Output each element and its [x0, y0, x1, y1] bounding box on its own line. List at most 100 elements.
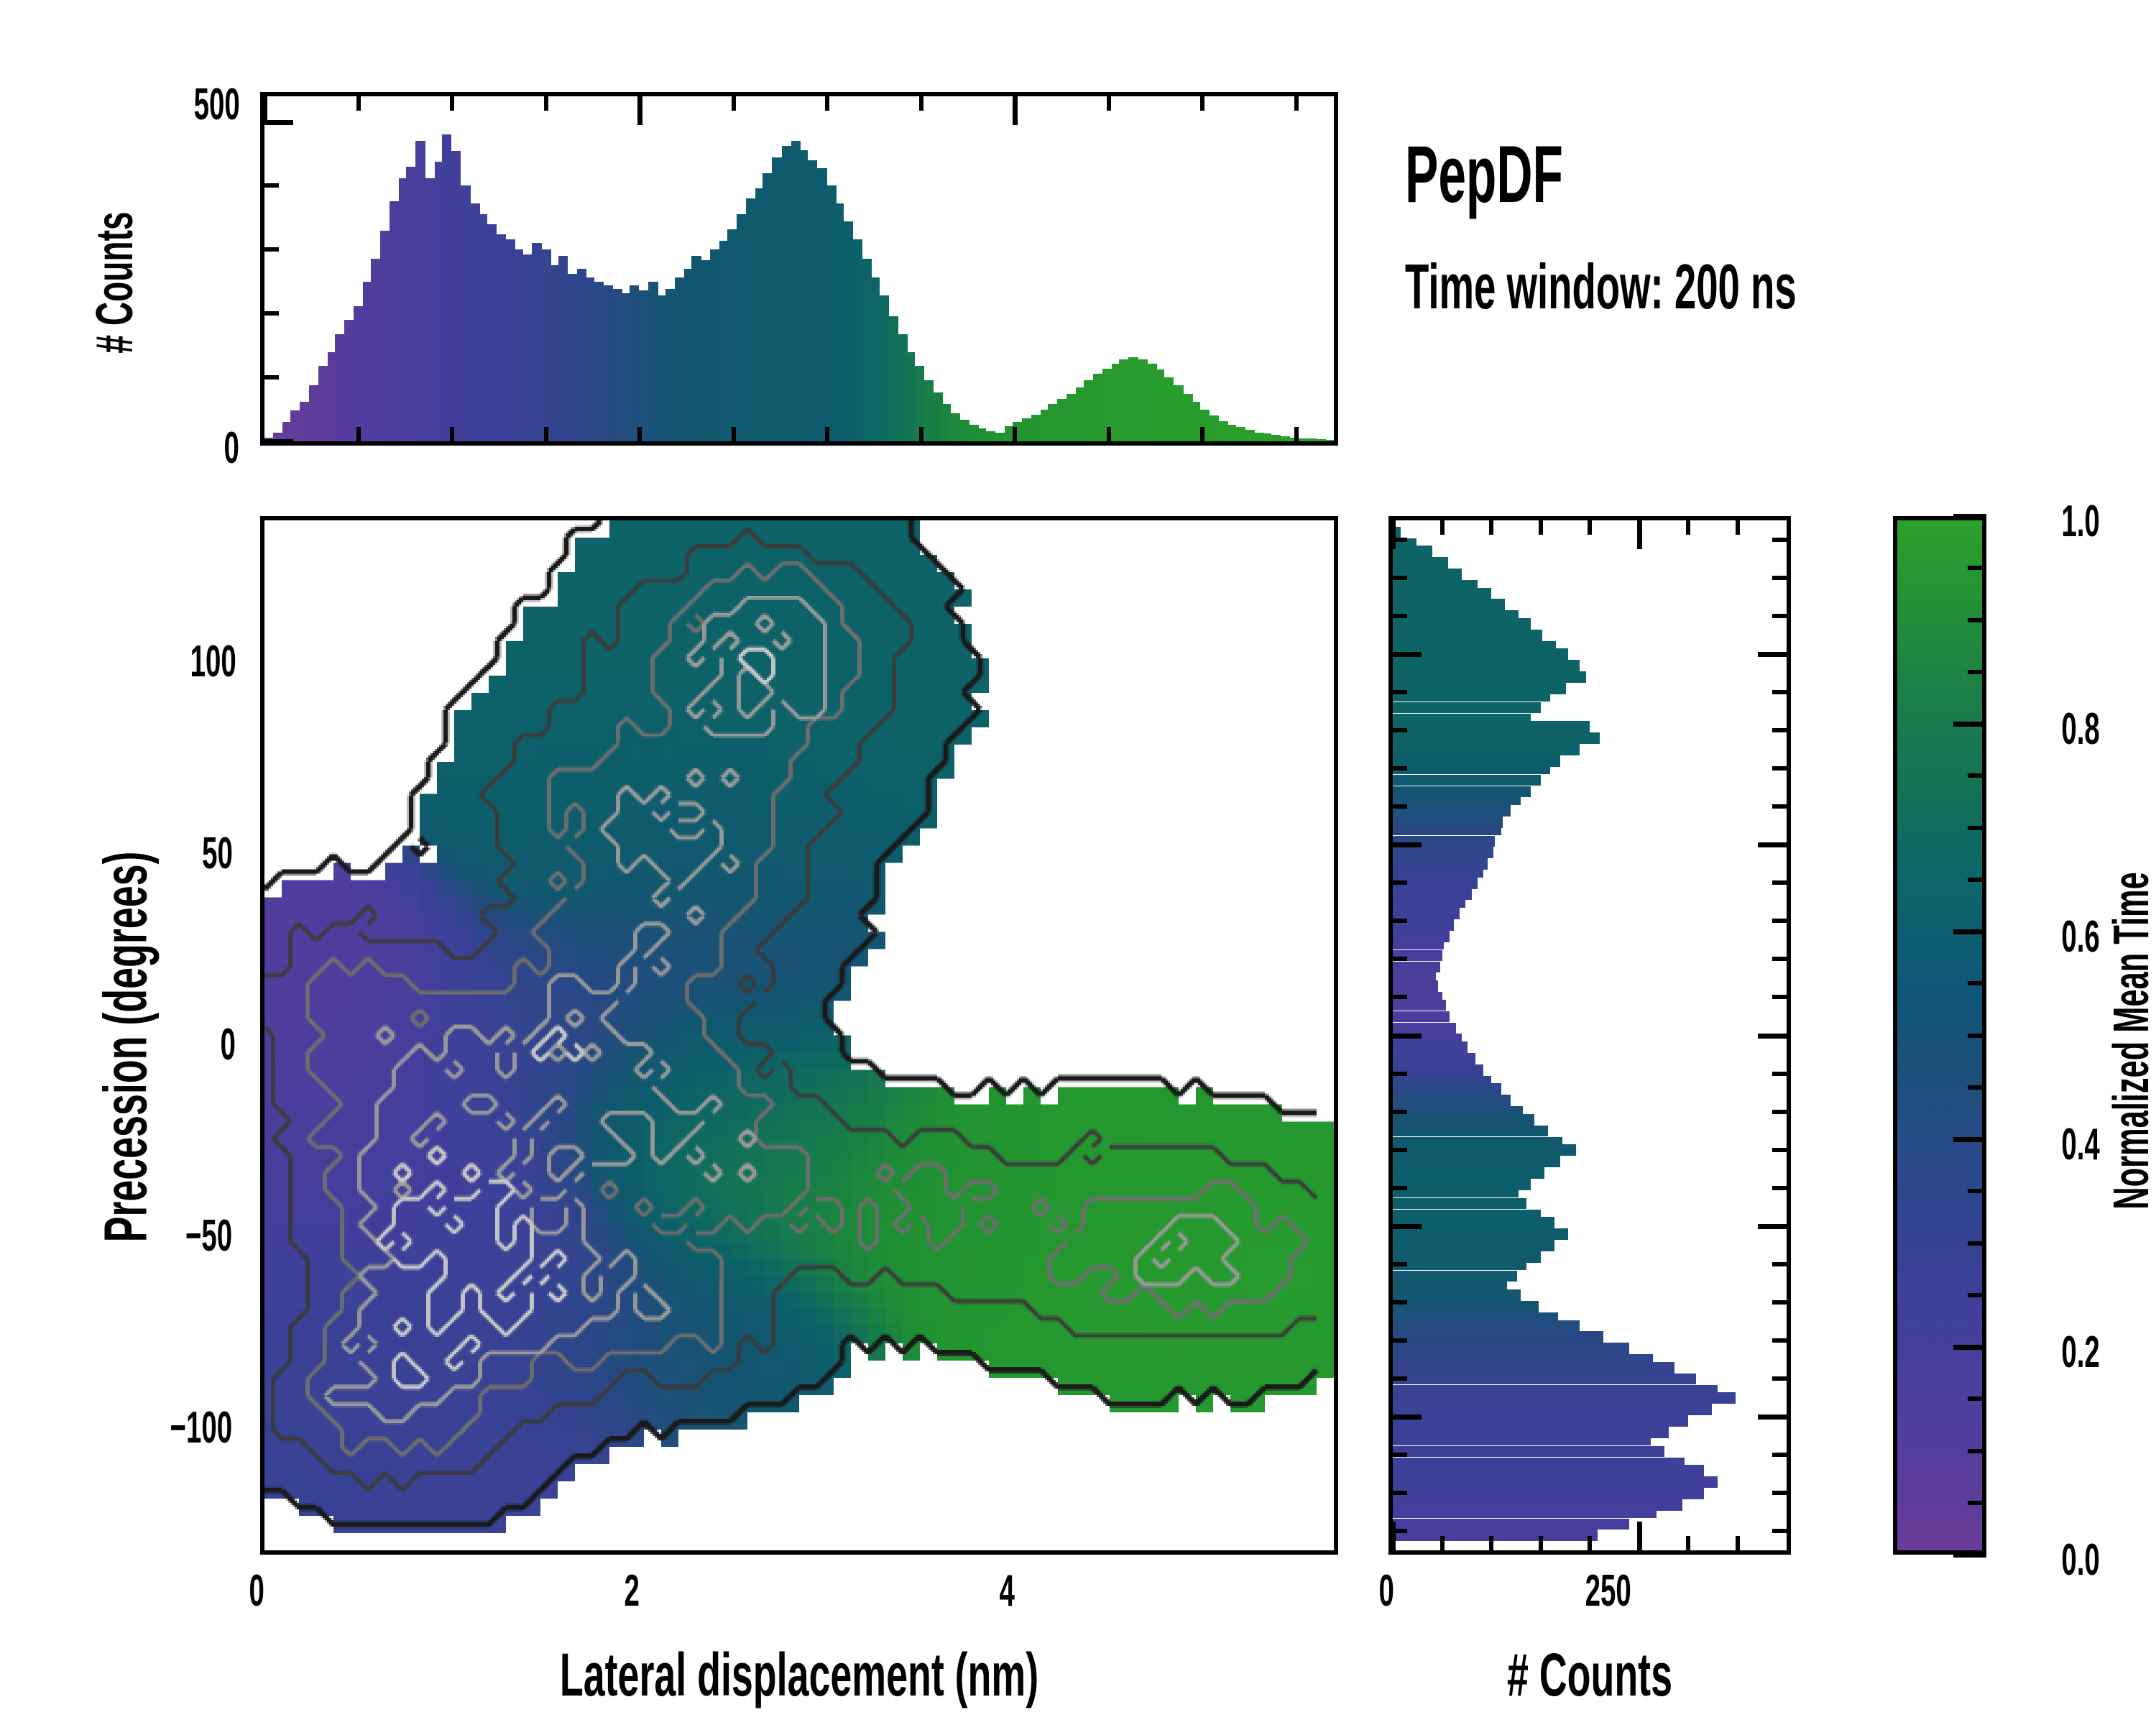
right-hist-ytick-r: [1758, 651, 1791, 657]
top-histogram-bar: [843, 221, 854, 441]
top-histogram-bar: [1031, 414, 1041, 441]
ytick-0: 0: [220, 1020, 236, 1070]
right-histogram-bar: [1393, 744, 1580, 755]
right-hist-ytick: [1388, 1376, 1407, 1381]
top-histogram-bar: [1057, 399, 1067, 441]
right-hist-ytick: [1388, 1109, 1407, 1114]
top-histogram-bar: [791, 141, 801, 441]
top-histogram-bar: [1190, 401, 1200, 441]
top-histogram-bar: [1083, 380, 1094, 441]
right-histogram-bar: [1393, 847, 1493, 859]
right-hist-ytick-r: [1772, 1109, 1791, 1114]
right-histogram-bar: [1393, 1465, 1704, 1476]
right-histogram-bar: [1393, 690, 1551, 702]
right-histogram-bar: [1393, 1289, 1521, 1301]
right-hist-ytick: [1388, 1529, 1407, 1534]
top-histogram-bar: [1226, 424, 1236, 441]
top-histogram-bar: [755, 188, 765, 441]
top-histogram-bar: [1021, 418, 1032, 441]
right-hist-ytick: [1388, 1453, 1407, 1458]
right-hist-ytick: [1388, 689, 1407, 694]
right-histogram-bar: [1393, 1301, 1539, 1312]
right-histogram-bar: [1393, 1113, 1535, 1126]
top-histogram-bar: [914, 366, 925, 441]
top-histogram-bar: [665, 289, 676, 441]
right-histogram-bar: [1393, 877, 1478, 889]
colorbar-label: Normalized Mean Time: [2103, 872, 2156, 1210]
right-hist-ytick-r: [1772, 1453, 1791, 1458]
top-histogram-bar: [950, 413, 960, 441]
right-histogram-bar: [1393, 805, 1511, 816]
right-hist-xtick-minor: [1538, 1536, 1543, 1555]
top-histogram-bar: [941, 404, 951, 441]
top-histogram-bar: [344, 320, 354, 441]
top-histogram-bar: [879, 295, 889, 441]
right-histogram-bar: [1393, 732, 1600, 744]
colorbar-tick-minor: [1968, 877, 1986, 882]
ytick-neg100: −100: [170, 1403, 233, 1453]
right-hist-ytick: [1388, 613, 1407, 618]
cbar-tick-0-4: 0.4: [2061, 1120, 2100, 1169]
top-histogram-bar: [727, 229, 737, 441]
top-hist-ytick-major: [260, 119, 293, 125]
top-histogram-bar: [1164, 377, 1174, 441]
right-hist-ytick-r: [1772, 1185, 1791, 1190]
right-hist-xtick-minor: [1489, 1536, 1493, 1555]
top-histogram-bar: [558, 256, 568, 441]
top-histogram-bar: [905, 351, 916, 441]
right-histogram-bar: [1393, 1343, 1629, 1354]
top-histogram-bar: [487, 224, 497, 441]
ytick-50: 50: [202, 829, 233, 878]
top-hist-xtick-major: [637, 92, 643, 125]
top-histogram-bar: [763, 172, 773, 441]
top-histogram-bar: [736, 213, 747, 441]
top-hist-xtick-bottom: [918, 427, 923, 446]
top-histogram-bar: [898, 334, 908, 441]
top-histogram-bar: [1128, 356, 1138, 441]
right-histogram-bar: [1393, 1011, 1450, 1023]
xtick-4: 4: [999, 1566, 1015, 1616]
right-hist-ytick: [1388, 842, 1422, 848]
right-histogram-bar: [1393, 1186, 1519, 1198]
right-histogram-bar: [1393, 1434, 1651, 1446]
right-histogram-bar: [1393, 546, 1432, 557]
right-hist-xtick-top-minor: [1686, 516, 1690, 535]
top-hist-ytick-500: 500: [193, 80, 240, 129]
top-histogram-bar: [620, 293, 630, 441]
right-hist-ytick-r: [1772, 804, 1791, 809]
right-hist-ytick-r: [1772, 1529, 1791, 1534]
top-histogram-bar: [363, 281, 373, 441]
top-histogram-bar: [290, 410, 300, 441]
ytick-100: 100: [190, 637, 236, 686]
top-histogram-bar: [505, 239, 516, 441]
right-hist-xtick-top: [1391, 516, 1396, 549]
right-hist-ytick: [1388, 1185, 1407, 1190]
right-hist-xtick-top: [1636, 516, 1642, 549]
colorbar-tick-minor: [1968, 617, 1986, 622]
right-histogram-bar: [1393, 617, 1531, 630]
top-histogram-bar: [398, 178, 409, 441]
cbar-tick-0-2: 0.2: [2061, 1328, 2100, 1377]
top-hist-xtick-major: [1013, 92, 1018, 125]
top-hist-xtick-bottom: [1294, 427, 1299, 446]
top-histogram-bar: [567, 274, 578, 441]
right-hist-ytick-r: [1772, 1300, 1791, 1305]
top-histogram-bar: [1325, 440, 1334, 441]
top-histogram-bar: [630, 285, 640, 441]
top-histogram-bar: [648, 281, 658, 441]
right-hist-xtick-minor: [1735, 1536, 1740, 1555]
right-histogram-bar: [1393, 865, 1484, 878]
right-hist-ytick: [1388, 537, 1407, 542]
top-histogram-bar: [772, 157, 782, 441]
right-histogram-bar: [1393, 629, 1543, 641]
right-histogram-bar: [1393, 1488, 1704, 1499]
right-histogram-bar: [1393, 1156, 1560, 1167]
top-hist-xtick-minor: [1200, 92, 1205, 111]
right-hist-ytick: [1388, 804, 1407, 809]
colorbar-tick-minor: [1968, 1292, 1986, 1297]
cbar-tick-0-0: 0.0: [2061, 1535, 2100, 1585]
colorbar-tick-major: [1953, 1552, 1986, 1558]
right-histogram-bar: [1393, 1331, 1604, 1343]
top-histogram-bar: [1218, 420, 1229, 441]
right-hist-ytick-r: [1772, 1376, 1791, 1381]
